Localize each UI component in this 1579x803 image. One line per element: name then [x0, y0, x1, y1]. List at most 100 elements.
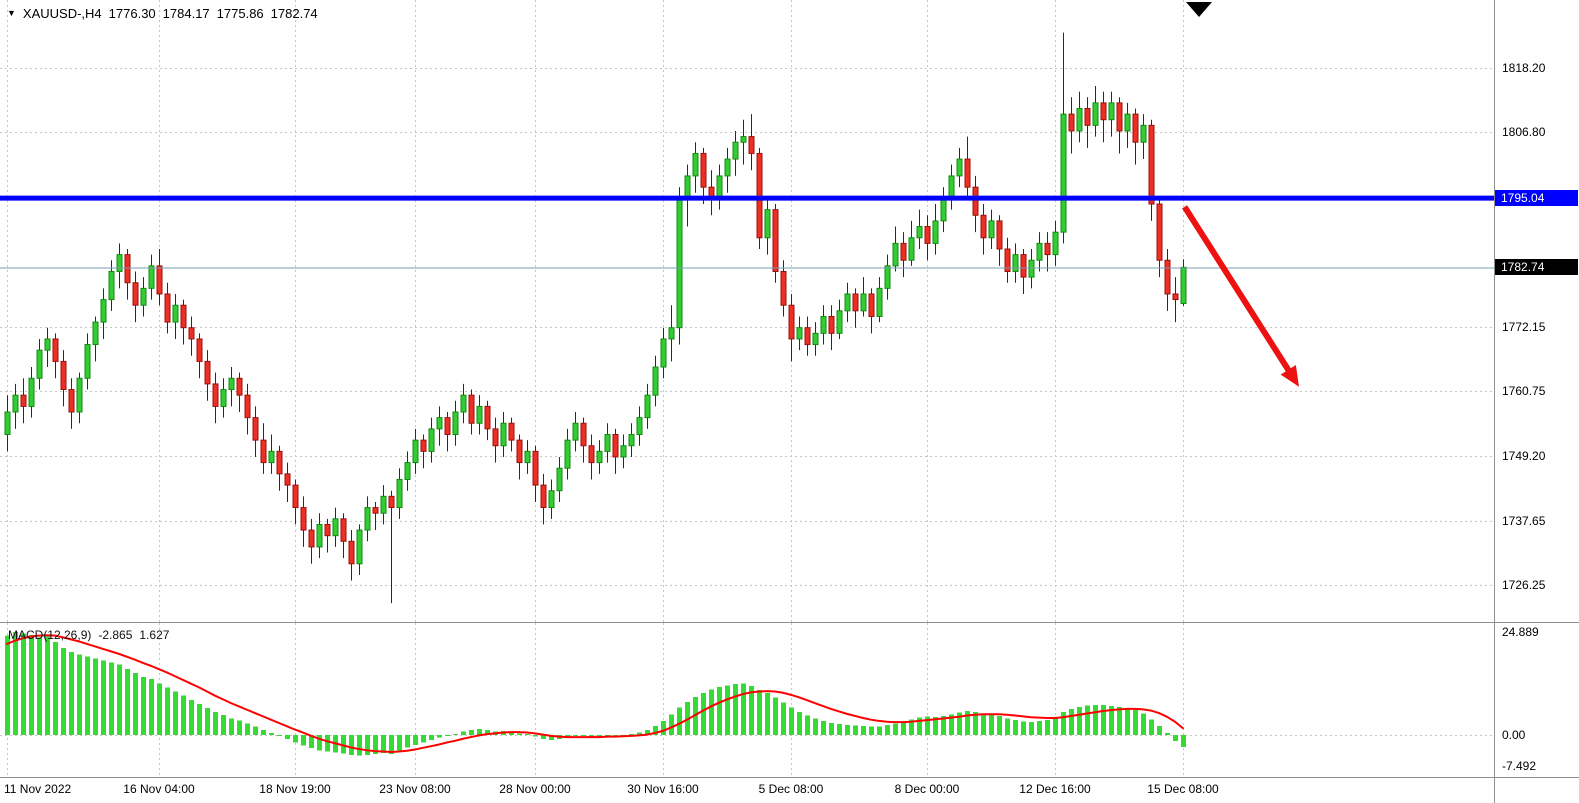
bear-candle-body — [924, 226, 931, 244]
bull-candle-body — [1092, 102, 1099, 126]
bear-candle-body — [236, 377, 243, 396]
time-axis-label: 30 Nov 16:00 — [627, 782, 699, 796]
chart-symbol-header: ▼ XAUUSD-,H4 1776.30 1784.17 1775.86 178… — [7, 6, 318, 21]
macd-axis-label: 0.00 — [1502, 728, 1526, 742]
macd-histogram-bar — [1125, 708, 1130, 735]
bear-candle-body — [748, 136, 755, 154]
bear-candle-body — [852, 293, 859, 312]
macd-histogram-bar — [1141, 713, 1146, 735]
macd-signal-line — [6, 634, 1184, 753]
macd-histogram-bar — [781, 702, 786, 735]
macd-histogram-bar — [925, 716, 930, 735]
bull-candle-body — [44, 338, 51, 351]
macd-histogram-bar — [869, 726, 874, 735]
price-axis[interactable]: 1795.04 1782.74 1818.20 1806.80 1772.15 176… — [1494, 0, 1579, 777]
macd-histogram-bar — [509, 731, 514, 735]
macd-histogram-bar — [357, 735, 362, 756]
bear-candle-body — [260, 439, 267, 464]
bull-candle-body — [676, 197, 683, 329]
macd-histogram-bar — [661, 720, 666, 735]
bear-candle-body — [244, 394, 251, 419]
trend-arrow-head[interactable] — [1280, 365, 1299, 387]
price-axis-label: 1818.20 — [1502, 61, 1546, 75]
macd-histogram-bar — [1069, 708, 1074, 735]
bull-candle-body — [524, 450, 531, 464]
macd-histogram-bar — [941, 715, 946, 735]
time-axis[interactable]: 11 Nov 2022 16 Nov 04:00 18 Nov 19:00 23 No… — [0, 777, 1579, 803]
bull-candle-body — [692, 152, 699, 177]
macd-histogram-bar — [349, 735, 354, 755]
bull-candle-body — [380, 495, 387, 514]
macd-histogram-bar — [325, 735, 330, 752]
macd-histogram-bar — [1149, 719, 1154, 735]
bear-candle-body — [348, 540, 355, 565]
bear-candle-body — [612, 433, 619, 458]
macd-histogram-bar — [821, 720, 826, 735]
bull-candle-body — [356, 529, 363, 565]
bear-candle-body — [1020, 254, 1027, 278]
time-axis-label: 18 Nov 19:00 — [259, 782, 331, 796]
macd-histogram-bar — [85, 656, 90, 735]
bull-candle-body — [916, 226, 923, 239]
bear-candle-body — [444, 417, 451, 435]
macd-name-label: MACD(12,26,9) — [8, 628, 92, 642]
price-axis-label: 1749.20 — [1502, 448, 1546, 463]
bull-candle-body — [564, 439, 571, 469]
one-click-trading-arrow-icon[interactable]: ▼ — [7, 8, 16, 18]
bull-candle-body — [4, 411, 11, 435]
bear-candle-body — [196, 338, 203, 362]
bear-candle-body — [212, 383, 219, 407]
chart-shift-marker-icon[interactable] — [1186, 2, 1212, 17]
bear-candle-body — [156, 265, 163, 295]
macd-histogram-bar — [581, 735, 586, 737]
macd-main-value: -2.865 — [98, 628, 133, 642]
bull-candle-body — [1028, 259, 1035, 278]
bull-candle-body — [460, 394, 467, 413]
bear-candle-body — [508, 422, 515, 441]
macd-histogram-bar — [197, 703, 202, 735]
current-price-tag: 1782.74 — [1495, 259, 1578, 276]
macd-histogram-bar — [5, 635, 10, 735]
macd-histogram-bar — [837, 724, 842, 735]
macd-histogram-bar — [997, 715, 1002, 735]
panel-separator[interactable] — [0, 622, 1579, 623]
time-axis-label: 28 Nov 00:00 — [499, 782, 571, 796]
bear-candle-body — [516, 439, 523, 464]
macd-histogram-bar — [437, 735, 442, 738]
trend-arrow-shaft[interactable] — [1182, 205, 1297, 380]
macd-histogram-bar — [1045, 720, 1050, 735]
bear-candle-body — [1164, 259, 1171, 295]
macd-histogram-bar — [677, 707, 682, 735]
bull-candle-body — [412, 439, 419, 464]
macd-axis[interactable]: 24.889 0.00 -7.492 — [1494, 0, 1579, 803]
bull-candle-body — [940, 197, 947, 222]
bear-candle-body — [68, 389, 75, 413]
macd-histogram-bar — [285, 735, 290, 740]
macd-histogram-bar — [93, 658, 98, 735]
bull-candle-body — [1036, 242, 1043, 261]
bear-candle-body — [1004, 248, 1011, 272]
bear-candle-body — [756, 152, 763, 239]
macd-histogram-bar — [965, 710, 970, 735]
bear-candle-body — [1100, 102, 1107, 121]
price-axis-label: 1726.25 — [1502, 577, 1546, 592]
bear-candle-body — [1156, 203, 1163, 261]
ohlc-close-value: 1782.74 — [270, 6, 318, 21]
price-axis-border — [1494, 0, 1495, 803]
candlestick-chart-canvas[interactable] — [0, 0, 1494, 622]
bull-candle-body — [956, 158, 963, 177]
bear-candle-body — [540, 484, 547, 509]
time-axis-label: 15 Dec 08:00 — [1147, 782, 1219, 796]
time-axis-label: 12 Dec 16:00 — [1019, 782, 1091, 796]
macd-histogram-bar — [277, 735, 282, 736]
macd-histogram-bar — [1013, 720, 1018, 735]
macd-panel-canvas[interactable] — [0, 623, 1494, 777]
bear-candle-body — [284, 473, 291, 486]
bull-candle-body — [572, 422, 579, 441]
macd-histogram-bar — [725, 685, 730, 735]
macd-histogram-bar — [765, 693, 770, 735]
macd-histogram-bar — [1101, 705, 1106, 735]
macd-histogram-bar — [653, 725, 658, 735]
bear-candle-body — [300, 507, 307, 531]
bear-candle-body — [340, 518, 347, 542]
